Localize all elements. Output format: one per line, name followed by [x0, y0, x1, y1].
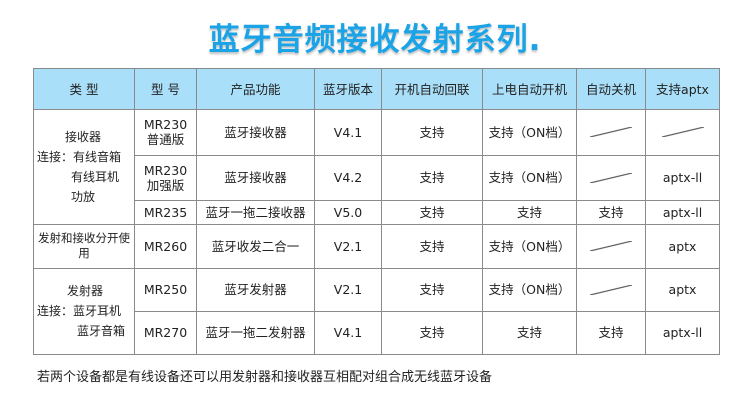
power-on-cell: 支持: [482, 310, 577, 356]
category-both: 发射和接收分开使用: [33, 223, 135, 269]
category-line: 连接：有线音箱: [37, 149, 122, 164]
model-cell: MR230 加强版: [134, 154, 197, 202]
auto-off-cell: 支持: [576, 310, 646, 356]
auto-off-cell: [576, 109, 646, 156]
page-title-text: 蓝牙音频接收发射系列: [208, 22, 529, 58]
function-cell: 蓝牙收发二合一: [196, 223, 315, 269]
function-cell: 蓝牙发射器: [196, 267, 315, 312]
function-cell: 蓝牙一拖二接收器: [196, 200, 315, 225]
model-cell: MR260: [134, 223, 197, 269]
reconnect-cell: 支持: [381, 267, 483, 312]
version-cell: V5.0: [314, 200, 382, 225]
table-row: 发射和接收分开使用 MR260 蓝牙收发二合一 V2.1 支持 支持（ON档） …: [33, 223, 720, 269]
model-cell: MR235: [134, 200, 197, 225]
function-cell: 蓝牙接收器: [196, 154, 315, 202]
not-supported-slash-icon: [590, 284, 632, 295]
not-supported-slash-icon: [590, 127, 632, 138]
table-row: MR270 蓝牙一拖二发射器 V4.1 支持 支持 支持 aptx-ll: [34, 310, 720, 356]
power-on-cell: 支持（ON档）: [482, 223, 577, 269]
header-model: 型 号: [134, 68, 197, 110]
power-on-cell: 支持（ON档）: [482, 154, 577, 202]
auto-off-cell: 支持: [576, 200, 646, 225]
category-line: 有线耳机: [71, 169, 120, 184]
power-on-cell: 支持: [482, 200, 577, 225]
header-reconnect: 开机自动回联: [381, 68, 483, 110]
reconnect-cell: 支持: [381, 310, 483, 356]
category-line: 连接：蓝牙耳机: [37, 304, 122, 319]
header-version: 蓝牙版本: [314, 68, 382, 110]
version-cell: V2.1: [314, 267, 382, 312]
not-supported-slash-icon: [590, 241, 632, 252]
reconnect-cell: 支持: [381, 109, 483, 156]
auto-off-cell: [576, 154, 646, 202]
category-transmitter: 发射器 连接：蓝牙耳机 蓝牙音箱: [33, 267, 135, 356]
auto-off-cell: [576, 223, 646, 269]
header-type: 类 型: [33, 68, 135, 110]
header-function: 产品功能: [196, 68, 315, 110]
page-title-dot: .: [528, 22, 542, 58]
function-cell: 蓝牙一拖二发射器: [196, 310, 315, 356]
reconnect-cell: 支持: [381, 200, 483, 225]
version-cell: V4.1: [314, 109, 382, 156]
version-cell: V4.2: [314, 154, 382, 202]
model-cell: MR250: [134, 267, 197, 312]
category-line: 接收器: [65, 129, 102, 144]
aptx-cell: aptx-ll: [645, 154, 720, 202]
version-cell: V2.1: [314, 223, 382, 269]
aptx-cell: aptx: [645, 267, 720, 312]
aptx-cell: aptx: [645, 223, 720, 269]
category-line: 蓝牙音箱: [77, 324, 126, 339]
function-cell: 蓝牙接收器: [196, 109, 315, 156]
category-receiver: 接收器 连接：有线音箱 有线耳机 功放: [33, 109, 135, 225]
reconnect-cell: 支持: [381, 154, 483, 202]
category-line: 功放: [71, 189, 96, 204]
table-row: MR235 蓝牙一拖二接收器 V5.0 支持 支持 支持 aptx-ll: [34, 200, 720, 225]
power-on-cell: 支持（ON档）: [482, 109, 577, 156]
model-cell: MR270: [134, 310, 197, 356]
not-supported-slash-icon: [590, 172, 632, 183]
header-power-on: 上电自动开机: [482, 68, 577, 110]
table-row: MR230 加强版 蓝牙接收器 V4.2 支持 支持（ON档） aptx-ll: [34, 154, 720, 202]
table-row: 发射器 连接：蓝牙耳机 蓝牙音箱 MR250 蓝牙发射器 V2.1 支持 支持（…: [33, 267, 720, 356]
spec-table: 类 型 型 号 产品功能 蓝牙版本 开机自动回联 上电自动开机 自动关机 支持a…: [33, 68, 720, 356]
table-row: 接收器 连接：有线音箱 有线耳机 功放 MR230 普通版 蓝牙接收器 V4.1…: [33, 109, 720, 225]
aptx-cell: [645, 109, 720, 156]
header-row: 类 型 型 号 产品功能 蓝牙版本 开机自动回联 上电自动开机 自动关机 支持a…: [33, 68, 720, 110]
model-cell: MR230 普通版: [134, 109, 197, 156]
header-auto-off: 自动关机: [576, 68, 646, 110]
footnote: 若两个设备都是有线设备还可以用发射器和接收器互相配对组合成无线蓝牙设备: [37, 370, 493, 385]
power-on-cell: 支持（ON档）: [482, 267, 577, 312]
not-supported-slash-icon: [661, 127, 704, 138]
header-aptx: 支持aptx: [645, 68, 720, 110]
reconnect-cell: 支持: [381, 223, 483, 269]
aptx-cell: aptx-ll: [645, 310, 720, 356]
page-title: 蓝牙音频接收发射系列.: [0, 14, 750, 59]
aptx-cell: aptx-ll: [645, 200, 720, 225]
version-cell: V4.1: [314, 310, 382, 356]
category-line: 发射器: [67, 284, 104, 299]
auto-off-cell: [576, 267, 646, 312]
